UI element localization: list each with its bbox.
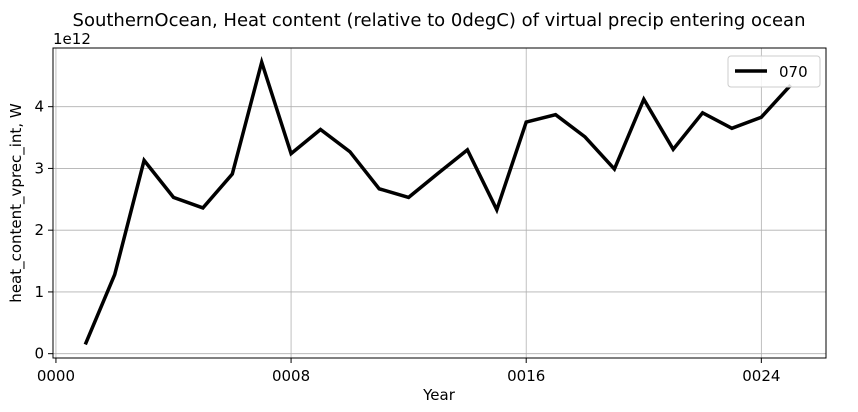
plot-frame	[52, 47, 827, 359]
y-tick-label: 3	[34, 159, 44, 177]
y-axis-label: heat_content_vprec_int, W	[7, 103, 26, 303]
legend: 070	[727, 55, 821, 88]
x-tick-label: 0016	[507, 367, 545, 385]
legend-label: 070	[779, 63, 808, 81]
x-axis-label: Year	[422, 386, 456, 404]
y-tick-label: 4	[34, 98, 44, 116]
axis-ticks: 0000 0008 0016 0024 0 1 2 3 4	[34, 98, 780, 385]
legend-box	[727, 55, 821, 88]
y-tick-label: 2	[34, 221, 44, 239]
x-tick-label: 0008	[272, 367, 310, 385]
series-layer	[83, 55, 792, 346]
y-tick-label: 0	[34, 345, 44, 363]
chart-title: SouthernOcean, Heat content (relative to…	[73, 10, 806, 31]
x-tick-label: 0000	[37, 367, 75, 385]
series-line-070	[83, 55, 792, 346]
x-tick-label: 0024	[742, 367, 780, 385]
y-multiplier-label: 1e12	[53, 30, 91, 48]
y-tick-label: 1	[34, 283, 44, 301]
grid	[53, 48, 826, 358]
